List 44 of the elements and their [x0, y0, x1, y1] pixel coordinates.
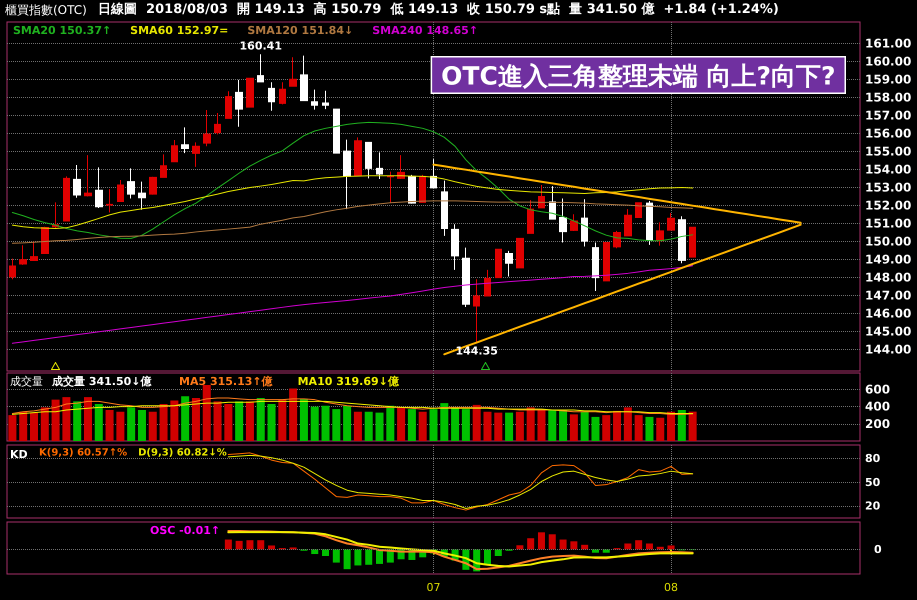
series-label: D(9,3) 60.82↓% [138, 448, 227, 458]
chart-title: KD [10, 448, 28, 461]
y-tick-label: 158.00 [865, 90, 912, 105]
y-tick-label: 151.00 [865, 216, 912, 230]
y-tick-label: 159.00 [865, 72, 912, 87]
annotation: 成交量 341.50↓億 [51, 375, 152, 388]
annotation: OSC -0.01↑ [150, 524, 220, 537]
x-tick-label: 08 [664, 581, 678, 594]
y-tick-label: 20 [865, 500, 881, 513]
y-tick-label: 144.00 [865, 342, 912, 356]
y-tick-label: 161.00 [865, 36, 912, 51]
y-tick-label: 154.00 [865, 162, 912, 177]
chart-title: 櫃買指數(OTC) [5, 3, 87, 17]
chart-title: 成交量 [10, 375, 43, 388]
y-tick-label: 160.00 [865, 54, 912, 69]
y-tick-label: 153.00 [865, 180, 912, 195]
y-tick-label: 148.00 [865, 270, 912, 284]
chart-subtitle: 日線圖 2018/08/03 開 149.13 高 150.79 低 149.13 收 150.79 s點 量 341.50 億 +1.84 (+1.24%) [98, 1, 779, 17]
y-tick-label: 147.00 [865, 288, 912, 302]
text: SMA20 150.37↑ [13, 24, 112, 37]
y-tick-label: 146.00 [865, 306, 912, 320]
text: K(9,3) 60.57↑% [39, 448, 128, 458]
y-tick-label: 155.00 [865, 144, 912, 159]
y-tick-label: 149.00 [865, 252, 912, 266]
y-tick-label: 157.00 [865, 108, 912, 123]
annotation: 160.41 [240, 40, 282, 53]
y-tick-label: 400 [865, 400, 890, 414]
y-tick-label: 145.00 [865, 324, 912, 338]
series-label: MA10 319.69↓億 [298, 375, 400, 388]
y-tick-label: 200 [865, 416, 890, 431]
y-tick-label: 150.00 [865, 234, 912, 248]
text: SMA60 152.97= [130, 24, 228, 37]
x-tick-label: 07 [426, 581, 440, 594]
y-tick-label: 600 [865, 382, 890, 396]
text: SMA120 151.84↓ [247, 24, 354, 37]
ref-line-label: 0 [874, 542, 882, 556]
y-tick-label: 80 [865, 452, 881, 465]
series-label: MA5 315.13↑億 [179, 375, 274, 388]
y-tick-label: 156.00 [865, 126, 912, 141]
text: SMA240 148.65↑ [372, 24, 478, 37]
y-tick-label: 152.00 [865, 198, 912, 212]
annotation: 144.35 [455, 344, 498, 358]
annotation: OTC進入三角整理末端 向上?向下? [441, 62, 836, 90]
y-tick-label: 50 [865, 476, 881, 489]
